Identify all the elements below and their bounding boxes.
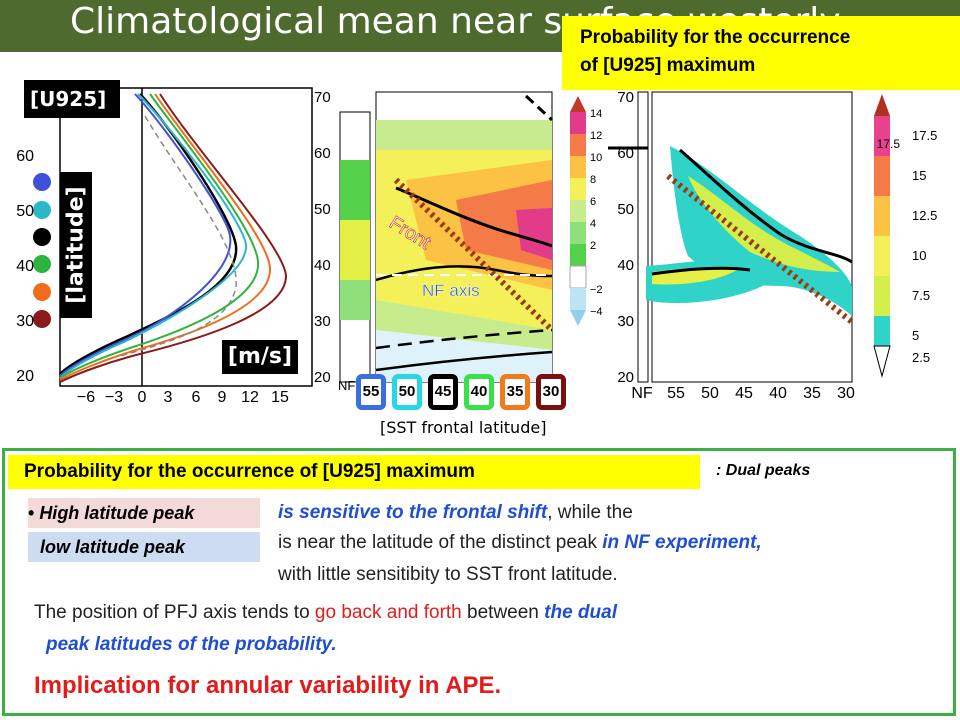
svg-text:20: 20 bbox=[314, 369, 331, 386]
y-tick: 50 bbox=[16, 203, 34, 220]
svg-text:10: 10 bbox=[590, 152, 602, 164]
svg-text:6: 6 bbox=[590, 196, 596, 208]
x-tick: 0 bbox=[138, 389, 147, 406]
sst-legend: 55 50 45 40 35 30 bbox=[356, 372, 572, 412]
svg-text:70: 70 bbox=[617, 89, 634, 106]
summary-line-3: with little sensitibity to SST front lat… bbox=[278, 564, 618, 585]
low-latitude-peak-label: low latitude peak bbox=[28, 532, 260, 562]
summary-line-1: is sensitive to the frontal shift, while… bbox=[278, 502, 633, 523]
sst-box-40: 40 bbox=[464, 374, 494, 410]
summary-line-2: is near the latitude of the distinct pea… bbox=[278, 532, 762, 553]
probability-panel: 70 60 50 40 30 20 NF 55 50 45 40 35 30 17.5 bbox=[608, 89, 900, 402]
svg-text:17.5: 17.5 bbox=[877, 137, 900, 151]
latitude-label: [latitude] bbox=[60, 172, 92, 318]
u925-contour-panel: Front NF axis 14 12 10 8 6 4 2 −2 −4 NF bbox=[338, 91, 603, 390]
sst-box-50: 50 bbox=[392, 374, 422, 410]
svg-text:2: 2 bbox=[590, 240, 596, 252]
svg-text:14: 14 bbox=[590, 108, 602, 120]
x-tick: 50 bbox=[701, 385, 719, 402]
svg-text:12: 12 bbox=[590, 130, 602, 142]
svg-text:30: 30 bbox=[314, 313, 331, 330]
summary-line-5: peak latitudes of the probability. bbox=[46, 634, 337, 655]
x-tick: NF bbox=[631, 385, 653, 402]
y-tick: 20 bbox=[16, 368, 34, 385]
svg-text:−2: −2 bbox=[590, 284, 603, 296]
sst-box-55: 55 bbox=[356, 374, 386, 410]
y-tick: 40 bbox=[16, 258, 34, 275]
sst-frontal-latitude-label: [SST frontal latitude] bbox=[380, 418, 547, 437]
dual-peaks-label: : Dual peaks bbox=[716, 462, 811, 479]
high-latitude-peak-label: High latitude peak bbox=[28, 498, 260, 528]
x-tick: −6 bbox=[77, 389, 95, 406]
x-tick: 9 bbox=[218, 389, 227, 406]
svg-text:60: 60 bbox=[314, 145, 331, 162]
svg-text:50: 50 bbox=[617, 201, 634, 218]
x-tick: 15 bbox=[271, 389, 289, 406]
unit-label: [m/s] bbox=[222, 340, 298, 374]
svg-text:40: 40 bbox=[314, 257, 331, 274]
x-tick: 35 bbox=[803, 385, 821, 402]
svg-text:8: 8 bbox=[590, 174, 596, 186]
nf-axis-label: NF axis bbox=[422, 281, 480, 300]
x-tick: 12 bbox=[241, 389, 259, 406]
x-tick: 6 bbox=[192, 389, 201, 406]
svg-text:20: 20 bbox=[617, 369, 634, 386]
x-tick: 45 bbox=[735, 385, 753, 402]
svg-text:40: 40 bbox=[617, 257, 634, 274]
top-probability-box: Probability for the occurrence of [U925]… bbox=[562, 16, 960, 90]
x-tick: −3 bbox=[105, 389, 123, 406]
svg-text:70: 70 bbox=[314, 89, 331, 106]
y-tick: 60 bbox=[16, 148, 34, 165]
y-tick: 30 bbox=[16, 313, 34, 330]
top-box-line2: of [U925] maximum bbox=[580, 55, 756, 76]
x-tick: NF bbox=[338, 378, 355, 390]
svg-text:4: 4 bbox=[590, 218, 596, 230]
svg-text:50: 50 bbox=[314, 201, 331, 218]
prob-colorbar-labels: 17.5 15 12.5 10 7.5 5 2.5 bbox=[912, 128, 938, 365]
svg-text:60: 60 bbox=[617, 145, 634, 162]
x-tick: 40 bbox=[769, 385, 787, 402]
u925-profile-panel: 20 30 40 50 60 −6 −3 0 3 6 9 12 15 70 60 5… bbox=[16, 87, 331, 406]
sst-box-30: 30 bbox=[536, 374, 566, 410]
summary-line-4: The position of PFJ axis tends to go bac… bbox=[34, 602, 617, 623]
sst-box-45: 45 bbox=[428, 374, 458, 410]
x-tick: 30 bbox=[837, 385, 855, 402]
u925-label: [U925] bbox=[24, 80, 120, 118]
summary-panel bbox=[2, 448, 956, 716]
top-box-line1: Probability for the occurrence bbox=[580, 27, 851, 48]
summary-heading: Probability for the occurrence of [U925]… bbox=[8, 455, 700, 489]
x-tick: 3 bbox=[164, 389, 173, 406]
x-tick: 55 bbox=[667, 385, 685, 402]
svg-text:−4: −4 bbox=[590, 306, 603, 318]
svg-text:30: 30 bbox=[617, 313, 634, 330]
sst-box-35: 35 bbox=[500, 374, 530, 410]
implication-line: Implication for annular variability in A… bbox=[34, 672, 502, 699]
